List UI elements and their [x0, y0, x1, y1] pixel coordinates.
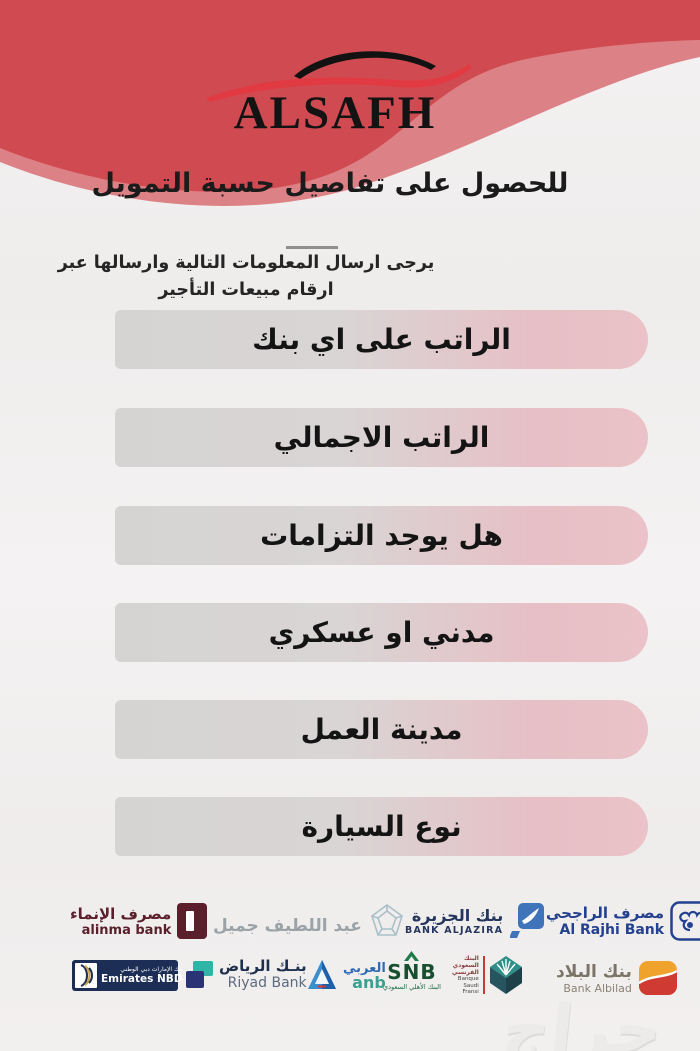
- enbd-name-en: Emirates NBD: [101, 973, 183, 985]
- enbd-name-ar: بنك الإمارات دبي الوطني: [120, 966, 183, 973]
- bsf-ar-line3: الفرنسي: [452, 969, 479, 976]
- anb-logo: العربي anb: [306, 958, 386, 992]
- alinma-bank-logo: مصرف الإنماء alinma bank: [70, 903, 208, 939]
- banque-saudi-fransi-logo: البنك السعودي الفرنسي Banque Saudi Frans…: [452, 955, 523, 996]
- subtitle-line1: يرجى ارسال المعلومات التالية وارسالها عب…: [57, 253, 435, 273]
- alinma-icon: [177, 903, 208, 939]
- emirates-nbd-logo: بنك الإمارات دبي الوطني Emirates NBD: [72, 960, 183, 991]
- anb-name-en: anb: [352, 972, 386, 992]
- alinma-name-ar: مصرف الإنماء: [70, 904, 172, 923]
- abdul-latif-jameel-logo: عبد اللطيف جميل: [213, 902, 405, 944]
- field-pill-work-city: مدينة العمل: [115, 700, 648, 759]
- subtitle-line2: ارقام مبيعات التأجير: [158, 280, 334, 300]
- snb-chevron-icon: [404, 951, 420, 961]
- snb-name-en: SNB: [387, 960, 437, 984]
- alrajhi-icon: [670, 901, 700, 941]
- field-pill-total-salary: الراتب الاجمالي: [115, 408, 648, 467]
- aljazira-name-en: BANK ALJAZIRA: [405, 925, 504, 936]
- riyad-bank-icon: [186, 960, 213, 988]
- field-pill-car-type: نوع السيارة: [115, 797, 648, 856]
- bsf-icon: [489, 956, 522, 995]
- bank-aljazira-logo: بنك الجزيرة BANK ALJAZIRA: [405, 901, 545, 941]
- al-rajhi-bank-logo: مصرف الراجحي Al Rajhi Bank: [546, 901, 700, 941]
- snb-name-ar: البنك الأهلي السعودي: [383, 983, 441, 991]
- field-pill-salary-bank: الراتب على اي بنك: [115, 310, 648, 369]
- jameel-name-ar: عبد اللطيف جميل: [213, 916, 362, 936]
- riyad-name-ar: بنـك الرياض: [219, 957, 307, 975]
- bsf-en-line3: Fransi: [462, 989, 479, 995]
- anb-name-ar: العربي: [343, 960, 386, 976]
- haraj-watermark: حراج: [498, 991, 666, 1051]
- albilad-name-en: Bank Albilad: [563, 981, 632, 995]
- alrajhi-name-ar: مصرف الراجحي: [546, 904, 665, 922]
- field-pill-civil-military: مدني او عسكري: [115, 603, 648, 662]
- emirates-nbd-icon: [75, 963, 97, 988]
- car-logo-icon: [206, 51, 472, 102]
- anb-icon: [308, 960, 336, 989]
- title-divider: [286, 246, 338, 249]
- aljazira-name-ar: بنك الجزيرة: [411, 906, 504, 925]
- subtitle: يرجى ارسال المعلومات التالية وارسالها عب…: [0, 250, 492, 304]
- albilad-icon: [638, 961, 677, 995]
- page-title: للحصول على تفاصيل حسبة التمويل: [91, 168, 569, 199]
- bsf-en-line2: Saudi: [463, 982, 479, 989]
- brand-wordmark: ALSAFH: [233, 87, 437, 139]
- bsf-divider: [482, 956, 485, 995]
- jameel-ornament-icon: [370, 904, 403, 936]
- riyad-name-en: Riyad Bank: [227, 975, 307, 991]
- bsf-ar-line1: البنك: [464, 955, 479, 962]
- header-wave: [0, 0, 700, 207]
- alinma-name-en: alinma bank: [81, 922, 172, 938]
- bank-albilad-logo: بنك البلاد Bank Albilad: [556, 961, 677, 995]
- riyad-bank-logo: بنـك الرياض Riyad Bank: [186, 957, 307, 991]
- bsf-en-line1: Banque: [457, 976, 479, 982]
- snb-logo: SNB البنك الأهلي السعودي: [383, 951, 441, 991]
- aljazira-icon: [510, 903, 545, 938]
- bsf-ar-line2: السعودي: [452, 962, 479, 969]
- albilad-name-ar: بنك البلاد: [556, 961, 632, 982]
- field-pill-obligations: هل يوجد التزامات: [115, 506, 648, 565]
- alrajhi-name-en: Al Rajhi Bank: [559, 922, 665, 938]
